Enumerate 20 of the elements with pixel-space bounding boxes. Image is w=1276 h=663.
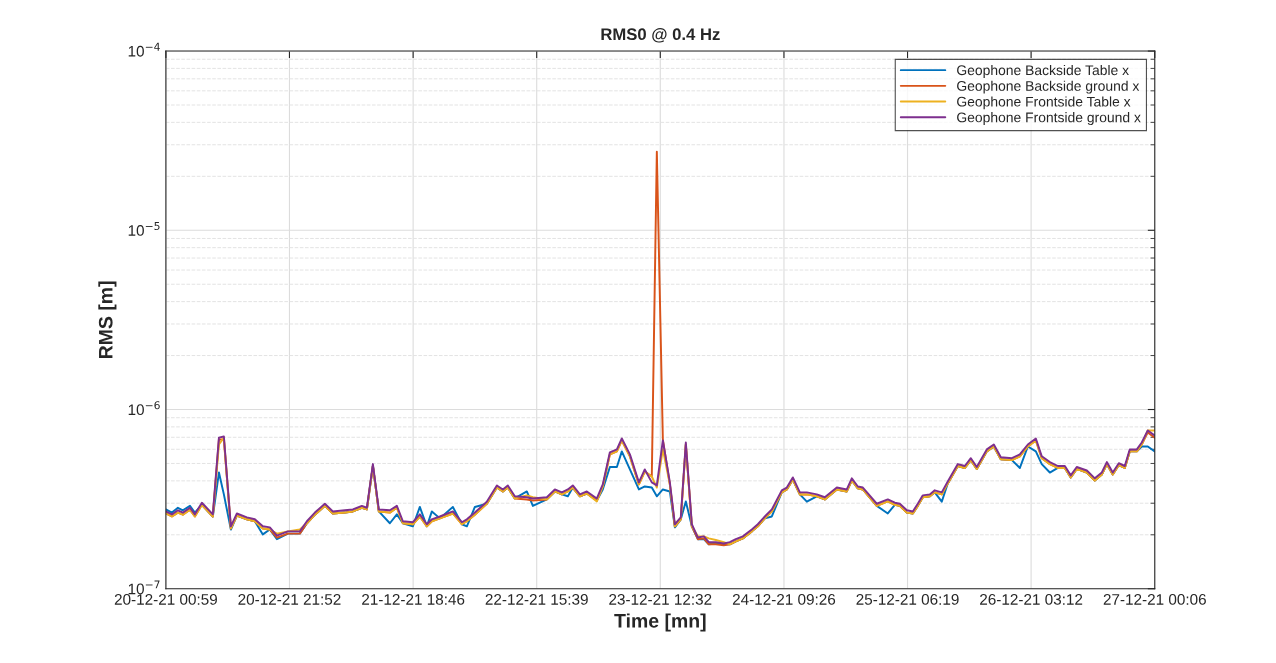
x-tick-label: 22-12-21 15:39 [485, 594, 588, 605]
x-tick-label: 27-12-21 00:06 [1103, 594, 1206, 605]
x-tick-label: 20-12-21 00:59 [114, 594, 217, 605]
x-tick-label: 25-12-21 06:19 [856, 594, 959, 605]
x-tick-label: 24-12-21 09:26 [732, 594, 836, 605]
chart-title: RMS0 @ 0.4 Hz [601, 28, 720, 43]
y-tick-label: 10$^{−5}$ [128, 222, 160, 236]
legend-label: Geophone Frontside ground x [957, 112, 1141, 126]
legend-label: Geophone Frontside Table x [957, 96, 1131, 110]
x-tick-label: 26-12-21 03:12 [980, 594, 1083, 605]
x-tick-label: 20-12-21 21:52 [238, 594, 341, 605]
x-axis-title: Time [mn] [614, 613, 706, 632]
y-tick-label: 10$^{−7}$ [128, 580, 160, 595]
y-axis-title: RMS [m] [98, 281, 117, 359]
y-tick-label: 10$^{−4}$ [128, 42, 160, 57]
y-tick-label: 10$^{−6}$ [128, 401, 160, 416]
x-tick-label: 23-12-21 12:32 [609, 594, 712, 605]
x-tick-label: 21-12-21 18:46 [362, 594, 465, 605]
legend-label: Geophone Backside ground x [957, 80, 1140, 94]
legend-label: Geophone Backside Table x [957, 64, 1129, 78]
